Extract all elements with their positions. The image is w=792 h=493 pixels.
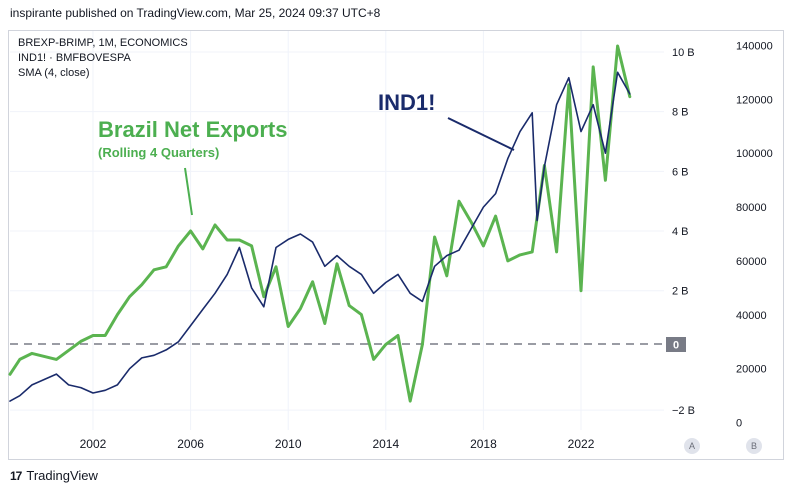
exports-subtitle-annotation: (Rolling 4 Quarters)	[98, 145, 219, 160]
publish-header: inspirante published on TradingView.com,…	[10, 6, 380, 20]
ind-pointer-line	[447, 117, 515, 151]
x-tick-label: 2014	[372, 437, 399, 451]
footer-brand[interactable]: 17 TradingView	[10, 468, 98, 483]
series-group	[8, 44, 632, 403]
x-tick-label: 2002	[80, 437, 107, 451]
x-tick-label: 2018	[470, 437, 497, 451]
scale-b-button[interactable]: B	[746, 438, 762, 454]
tradingview-logo-icon: 17	[10, 468, 22, 483]
legend-indicator[interactable]: SMA (4, close)	[18, 67, 90, 79]
legend-overlay-symbol[interactable]: IND1! · BMFBOVESPA	[18, 52, 131, 64]
left-axis-tick-label: 2 B	[672, 286, 689, 298]
right-axis-tick-label: 120000	[736, 94, 773, 106]
x-tick-label: 2010	[275, 437, 302, 451]
grid-lines	[10, 31, 664, 430]
annotation-group: Brazil Net Exports (Rolling 4 Quarters) …	[98, 90, 515, 216]
exports-title-annotation: Brazil Net Exports	[98, 117, 288, 142]
right-axis-tick-label: 40000	[736, 310, 767, 322]
zero-badge-bg	[666, 337, 686, 352]
publish-info: published on TradingView.com, Mar 25, 20…	[65, 6, 381, 20]
left-axis-tick-label: 4 B	[672, 226, 689, 238]
chart-legend: BREXP-BRIMP, 1M, ECONOMICS IND1! · BMFBO…	[18, 36, 188, 81]
tradingview-brand: TradingView	[26, 468, 98, 483]
ind1-series-line	[9, 71, 631, 402]
legend-symbol[interactable]: BREXP-BRIMP, 1M, ECONOMICS	[18, 37, 188, 49]
right-value-axis: 140000 120000 100000 80000 60000 40000 20000 0	[736, 40, 773, 429]
right-axis-tick-label: 20000	[736, 364, 767, 376]
left-axis-tick-label: 8 B	[672, 107, 689, 119]
left-axis-tick-label: 10 B	[672, 47, 695, 59]
right-axis-tick-label: 140000	[736, 40, 773, 52]
right-axis-tick-label: 100000	[736, 148, 773, 160]
right-axis-tick-label: 80000	[736, 202, 767, 214]
left-axis-tick-label: 6 B	[672, 166, 689, 178]
chart-frame	[8, 30, 784, 460]
author-name[interactable]: inspirante	[10, 6, 63, 20]
right-axis-tick-label: 60000	[736, 256, 767, 268]
exports-pointer-line	[184, 167, 193, 216]
left-value-axis: 10 B 8 B 6 B 4 B 2 B −2 B	[672, 47, 695, 417]
x-axis: 2002 2006 2010 2014 2018 2022	[80, 437, 595, 451]
x-tick-label: 2006	[177, 437, 204, 451]
net-exports-series-line	[8, 44, 632, 403]
x-tick-label: 2022	[568, 437, 595, 451]
left-axis-tick-label: −2 B	[672, 405, 695, 417]
zero-badge: 0	[666, 337, 686, 352]
zero-badge-label: 0	[673, 340, 679, 352]
ind-annotation: IND1!	[378, 90, 435, 115]
auto-scale-button[interactable]: A	[684, 438, 700, 454]
right-axis-tick-label: 0	[736, 418, 742, 430]
